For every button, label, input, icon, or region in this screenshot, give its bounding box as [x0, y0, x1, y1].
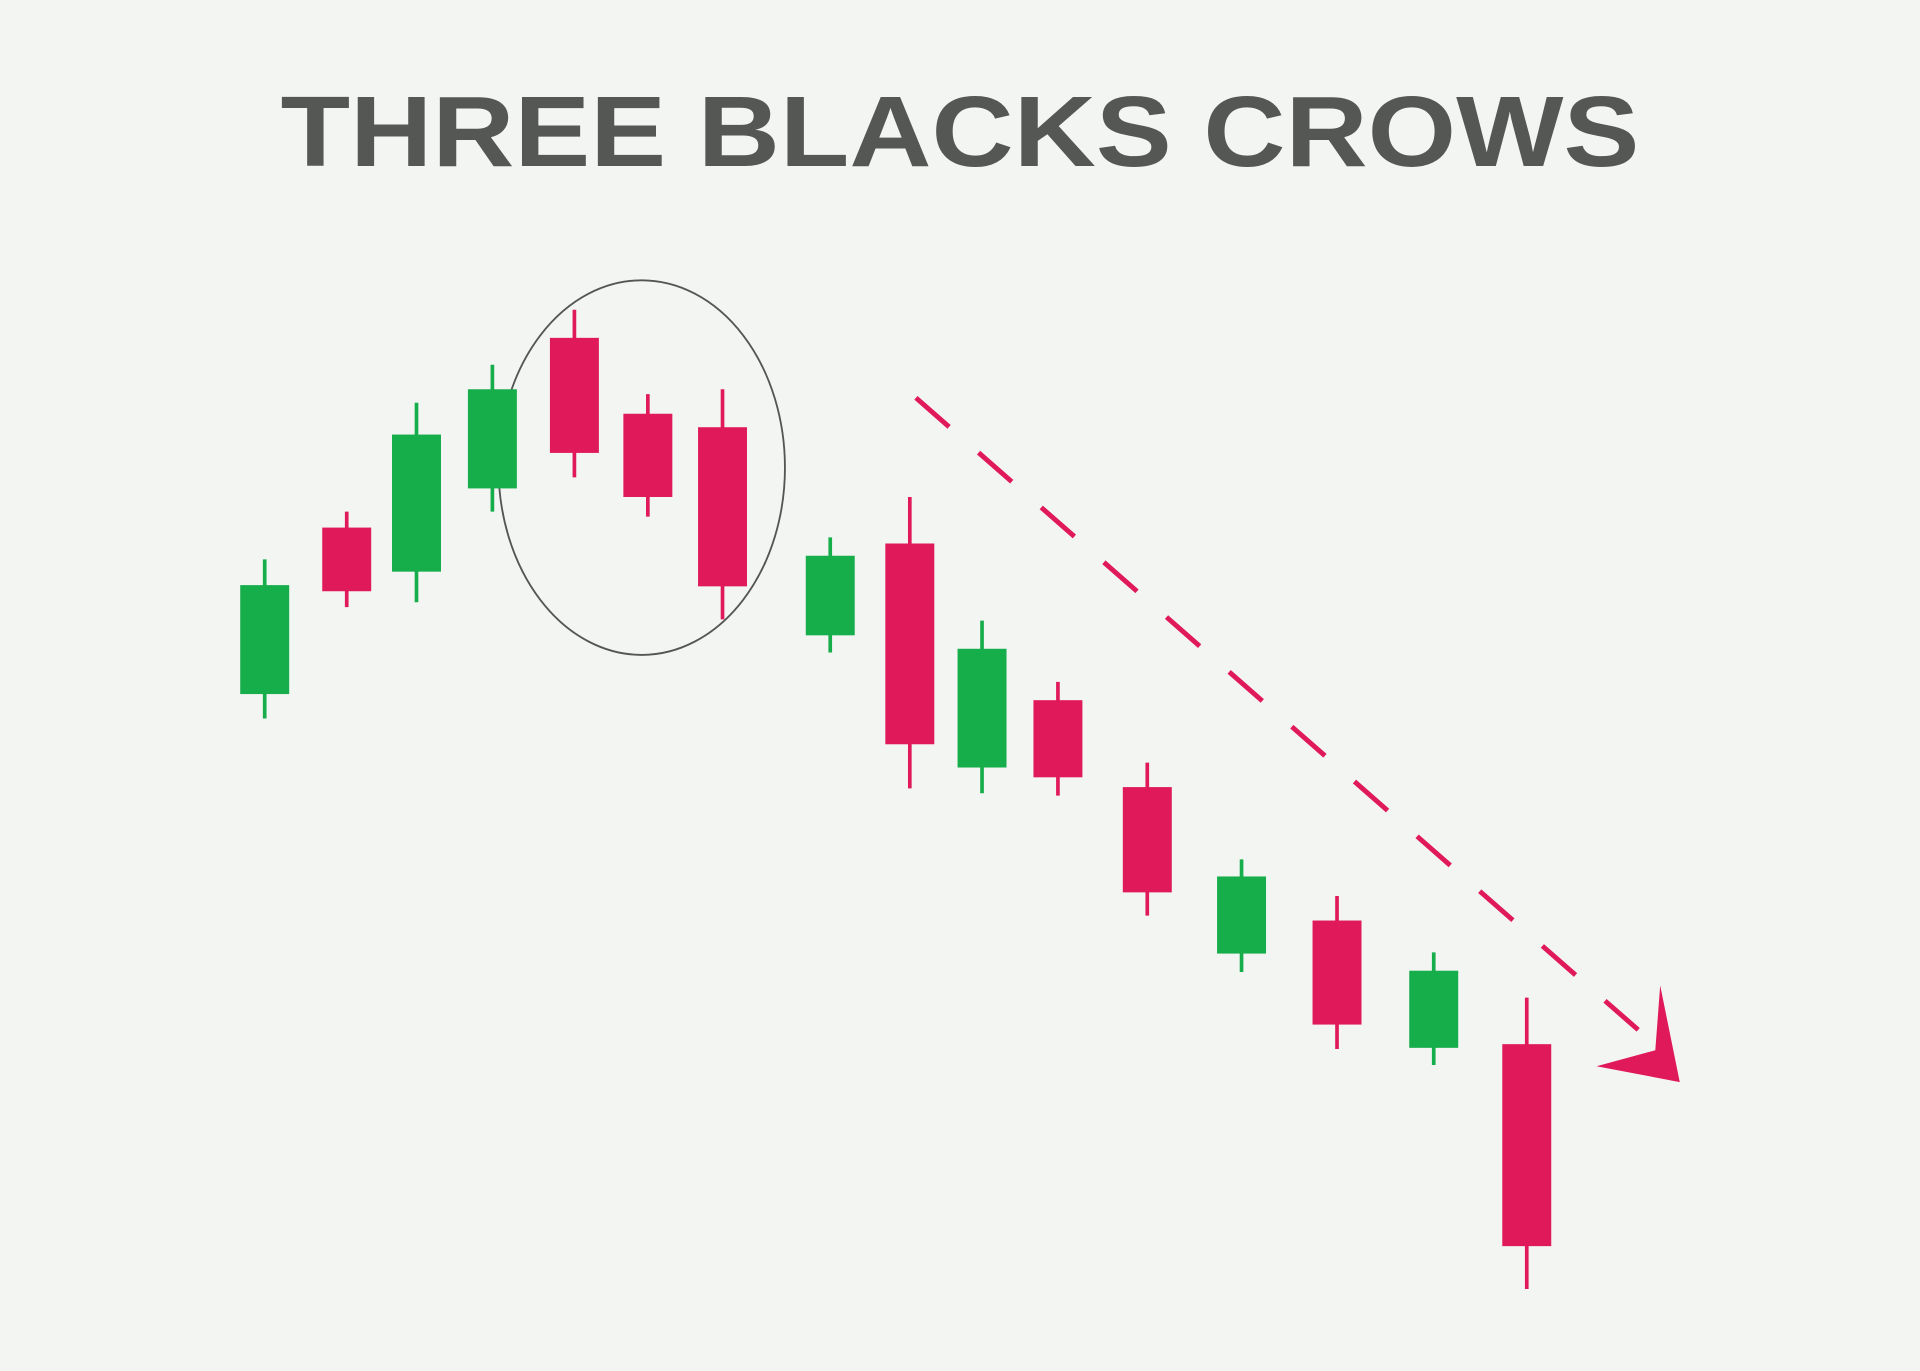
candle-body	[1312, 920, 1362, 1025]
chart-title: THREE BLACKS CROWS	[281, 76, 1640, 188]
candle-body	[623, 413, 673, 497]
candle-body	[322, 527, 372, 592]
candle-body	[1122, 787, 1172, 893]
candle-body	[392, 434, 441, 572]
candle-body	[698, 427, 748, 587]
candle-body	[805, 555, 855, 636]
candle-body	[1217, 876, 1267, 954]
candle-body	[549, 337, 599, 453]
trend-arrow-head	[1596, 985, 1680, 1083]
candle-body	[240, 585, 290, 695]
candle-body	[885, 543, 935, 745]
candle-body	[1502, 1044, 1552, 1247]
candle-body	[957, 648, 1007, 768]
candle-body	[1033, 700, 1083, 778]
candle-body	[1409, 970, 1459, 1048]
candle-body	[467, 389, 517, 489]
